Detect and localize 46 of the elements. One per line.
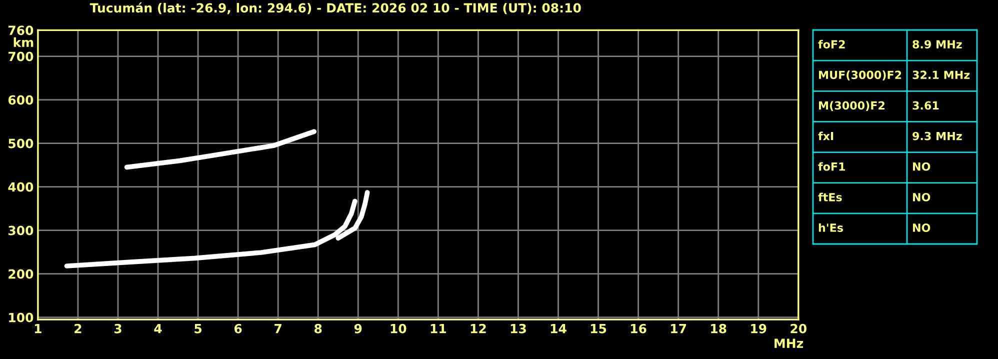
text: MUF(3000)F2 — [819, 70, 902, 80]
x-tick-label: 14 — [550, 324, 566, 334]
text: NO — [913, 162, 930, 171]
line-series — [124, 129, 317, 170]
y-tick-label: 100 — [9, 312, 34, 322]
x-tick-label: 13 — [510, 324, 526, 334]
y-tick-label: 700 — [8, 52, 34, 62]
x-axis-title: MHz — [774, 338, 804, 348]
x-tick-label: 17 — [671, 324, 686, 334]
x-tick-label: 8 — [314, 324, 322, 334]
text: 8.9 MHz — [912, 40, 962, 49]
x-tick-label: 11 — [430, 324, 446, 334]
text: 9.3 MHz — [912, 132, 962, 140]
text: fxI — [818, 132, 834, 140]
chart-title: Tucumán (lat: -26.9, lon: 294.6) - DATE: 2026 02 10 - TIME (UT): 08:10 — [90, 2, 581, 14]
text: 3.61 — [912, 101, 939, 110]
x-tick-label: 12 — [470, 324, 486, 334]
y-tick-label: 600 — [8, 95, 34, 105]
x-tick-label: 4 — [154, 324, 162, 334]
x-tick-label: 20 — [790, 324, 806, 334]
text: NO — [913, 192, 930, 202]
text: 32.1 MHz — [912, 70, 970, 80]
y-tick-label: 400 — [8, 182, 34, 192]
x-tick-label: 2 — [74, 324, 82, 334]
x-tick-label: 10 — [390, 324, 406, 334]
x-tick-label: 16 — [631, 324, 646, 334]
text: NO — [913, 224, 930, 232]
x-tick-label: 1 — [34, 324, 42, 334]
text: ftEs — [818, 192, 842, 202]
y-tick-label: 760 — [8, 26, 34, 36]
x-tick-label: 7 — [274, 324, 282, 334]
text: h'Es — [818, 223, 843, 232]
text: M(3000)F2 — [819, 101, 884, 111]
y-axis-title: km — [14, 37, 34, 47]
y-tick-label: 500 — [8, 138, 34, 148]
text: foF1 — [818, 162, 846, 171]
y-tick-label: 200 — [8, 269, 34, 279]
x-tick-label: 9 — [354, 324, 362, 334]
x-tick-label: 3 — [114, 324, 122, 334]
text: foF2 — [818, 40, 845, 49]
x-tick-label: 6 — [234, 324, 242, 334]
y-tick-label: 300 — [8, 226, 34, 236]
x-tick-label: 5 — [194, 324, 202, 334]
x-tick-label: 18 — [711, 324, 726, 334]
x-tick-label: 15 — [590, 324, 606, 334]
x-tick-label: 19 — [751, 324, 766, 334]
